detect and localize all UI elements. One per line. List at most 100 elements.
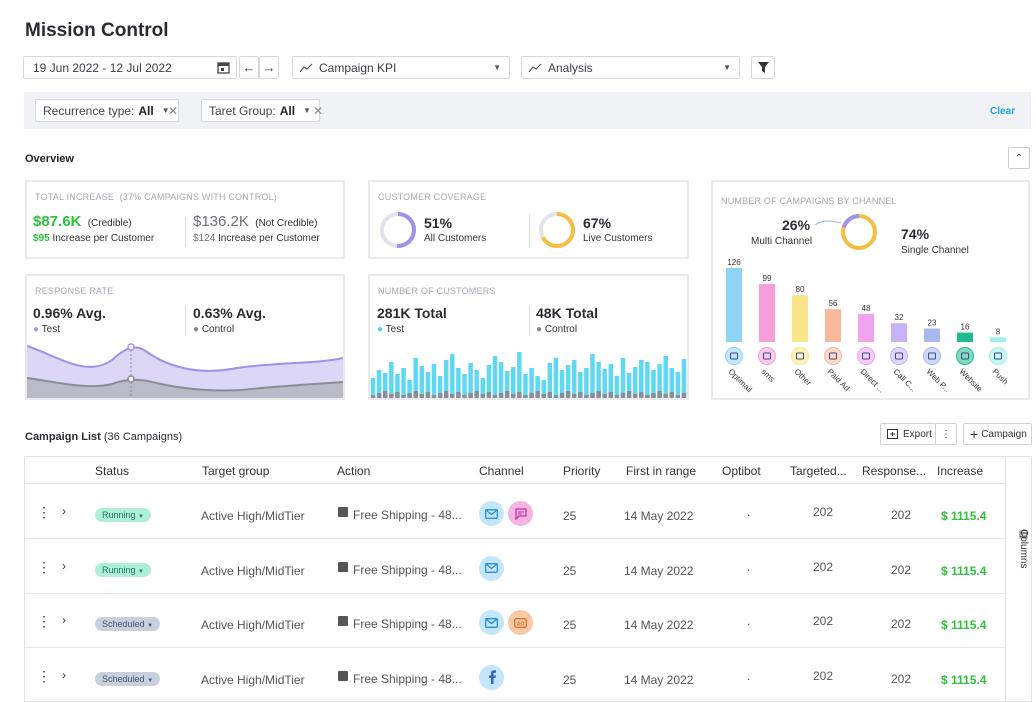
action-cell[interactable]: Free Shipping - 48... [353,617,462,631]
status-badge[interactable]: Running ▼ [95,508,151,522]
column-header-status[interactable]: Status [95,464,130,478]
column-header-action[interactable]: Action [337,464,371,478]
expand-row-icon[interactable]: › [62,613,66,627]
noncredible-per-customer-label: Increase per Customer [218,233,320,244]
column-header-increase[interactable]: Increase [937,464,984,478]
target-group-filter[interactable]: Taret Group: All ▼ [201,99,320,122]
table-row[interactable]: ⋮ › Scheduled ▼ Active High/MidTier Free Shi… [25,594,1006,648]
kpi-dropdown[interactable]: Campaign KPI ▼ [292,56,510,79]
customers-test-bar [474,370,479,398]
customers-control-bar [559,393,565,398]
response-rate-card: RESPONSE RATE 0.96% Avg. ● Test 0.63% Av… [25,274,345,400]
export-button[interactable]: Export [880,423,936,445]
customers-control-bar [590,393,595,398]
column-header-target-group[interactable]: Target group [202,464,270,478]
target-group-cell: Active High/MidTier [201,618,305,632]
expand-row-icon[interactable]: › [62,667,66,682]
action-icon [338,616,348,626]
optibot-cell: . [747,614,751,628]
column-header-priority[interactable]: Priority [563,464,601,478]
remove-target-group-filter-icon[interactable]: ✕ [313,104,324,118]
channel-bar-website[interactable] [957,332,973,342]
customers-test-bar [608,364,614,398]
other-icon-glyph [796,352,804,360]
channel-bar-paid-ad[interactable] [825,309,841,342]
channel-value-label: 32 [895,313,904,322]
channel-bar-direct-[interactable] [858,313,874,342]
action-cell[interactable]: Free Shipping - 48... [353,562,462,577]
customers-test-bar [663,356,668,398]
action-cell[interactable]: Free Shipping - 48... [353,671,462,686]
status-label: Running [102,510,136,520]
filter-button[interactable] [751,56,775,79]
columns-toggle[interactable]: ▤ Columns [1005,457,1031,701]
customers-test-bar [486,365,492,398]
remove-recurrence-filter-icon[interactable]: ✕ [168,104,179,118]
channel-bar-push[interactable] [990,337,1006,342]
customers-control-bar [419,394,425,398]
channel-bar-call-c-[interactable] [891,323,907,342]
customers-control-bar [450,394,455,398]
more-options-button[interactable]: ⋮ [935,423,957,445]
channel-category-label: Direct ... [859,367,886,394]
recurrence-filter[interactable]: Recurrence type: All ▼ [35,99,179,122]
priority-cell: 25 [563,618,577,632]
customers-control-bar [517,392,522,398]
chevron-down-icon: ▼ [138,568,144,575]
status-badge[interactable]: Scheduled ▼ [95,671,161,686]
channel-bar-other[interactable] [792,295,808,342]
next-period-button[interactable]: → [259,56,279,79]
analysis-dropdown[interactable]: Analysis ▼ [521,56,740,79]
customers-test-bar [511,367,516,398]
clear-filters-link[interactable]: Clear [989,106,1015,117]
column-header-targeted[interactable]: Targeted... [790,464,847,478]
row-menu-icon[interactable]: ⋮ [37,504,51,520]
response-control-label: Control [201,324,235,335]
channel-bar-sms[interactable] [759,283,775,342]
direct-mail-icon [857,347,875,365]
customers-control-bar [443,391,449,398]
total-increase-subtitle: (37% CAMPAIGNS WITH CONTROL) [119,192,278,202]
customers-control-bar [401,395,406,398]
channel-value-label: 80 [796,285,805,294]
table-row[interactable]: ⋮ › Running ▼ Active High/MidTier Free Shipp… [25,485,1006,539]
status-badge[interactable]: Running ▼ [95,562,151,577]
multi-channel-percent: 26% [782,217,811,233]
increase-cell: $ 1115.4 [941,618,987,632]
column-header-optibot[interactable]: Optibot [722,464,761,478]
status-label: Scheduled [102,619,145,629]
column-header-first-in-range[interactable]: First in range [626,464,697,478]
action-cell[interactable]: Free Shipping - 48... [353,508,462,522]
column-header-channel[interactable]: Channel [479,464,524,478]
add-campaign-button[interactable]: + Campaign [963,423,1032,445]
date-range-picker[interactable]: 19 Jun 2022 - 12 Jul 2022 [23,56,237,79]
table-row[interactable]: ⋮ › Scheduled ▼ Active High/MidTier Free Shi… [25,649,1006,702]
column-header-response[interactable]: Response... [862,464,927,478]
table-row[interactable]: ⋮ › Running ▼ Active High/MidTier Free Shipp… [25,540,1006,594]
first-in-range-cell: 14 May 2022 [624,509,694,523]
customers-test-bar [456,368,461,398]
channel-category-label: Website [958,367,985,394]
chat-icon-glyph [763,352,771,360]
status-badge[interactable]: Scheduled ▼ [95,617,161,631]
expand-row-icon[interactable]: › [62,504,66,518]
customers-control-bar [395,392,400,398]
ad-icon [824,347,842,365]
ad-icon-glyph [829,352,837,360]
channel-category-label: Optimail [727,367,754,394]
channel-split-donut [814,214,877,250]
calendar-icon[interactable] [217,61,230,74]
row-menu-icon[interactable]: ⋮ [37,667,51,684]
customers-test-bar [535,376,540,398]
collapse-overview-button[interactable]: ⌃ [1008,147,1030,169]
channel-bar-web-p-[interactable] [924,328,940,342]
customers-test-bar [620,358,626,398]
row-menu-icon[interactable]: ⋮ [37,558,51,575]
row-menu-icon[interactable]: ⋮ [37,613,51,629]
add-campaign-label: Campaign [981,428,1027,440]
channel-bar-optimail[interactable] [726,268,742,342]
filter-icon [757,62,769,73]
previous-period-button[interactable]: ← [239,56,259,79]
mail-icon-glyph [730,352,738,360]
expand-row-icon[interactable]: › [62,558,66,573]
